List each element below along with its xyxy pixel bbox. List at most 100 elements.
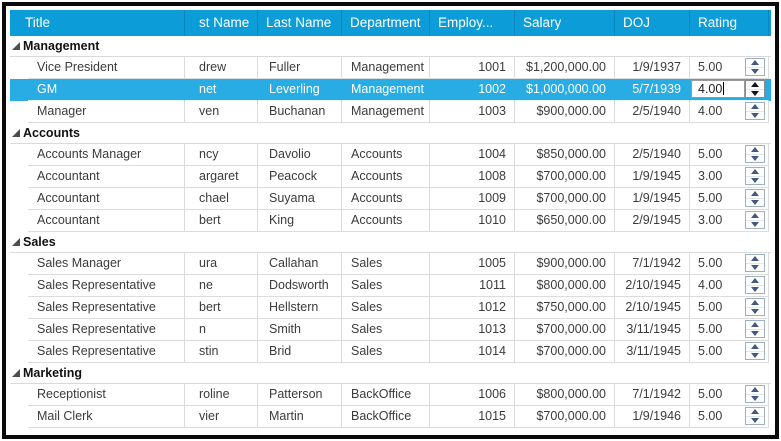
spinner-up-button[interactable] (746, 168, 764, 176)
cell-rating[interactable]: 5.00 (690, 188, 769, 210)
cell-doj[interactable]: 2/5/1940 (615, 144, 690, 166)
table-row[interactable]: Sales Representative n Smith Sales 1013 $700,… (10, 319, 771, 341)
cell-employee-id[interactable]: 1005 (430, 253, 515, 275)
cell-title[interactable]: Sales Representative (28, 275, 185, 297)
cell-employee-id[interactable]: 1014 (430, 341, 515, 363)
group-expander-icon[interactable] (12, 41, 20, 50)
table-row[interactable]: Sales Manager ura Callahan Sales 1005 $900,00… (10, 253, 771, 275)
spinner-down-button[interactable] (746, 306, 764, 316)
column-header-rating[interactable]: Rating (690, 10, 769, 36)
cell-doj[interactable]: 1/9/1946 (615, 406, 690, 428)
spinner-down-button[interactable] (746, 393, 764, 403)
column-header-department[interactable]: Department (342, 10, 430, 36)
cell-salary[interactable]: $700,000.00 (515, 319, 615, 341)
cell-first-name[interactable]: bert (185, 297, 258, 319)
table-row[interactable]: Receptionist roline Patterson BackOffice 100… (10, 384, 771, 406)
cell-first-name[interactable]: roline (185, 384, 258, 406)
cell-department[interactable]: Sales (342, 341, 430, 363)
next-column-fragment[interactable] (769, 10, 771, 36)
column-header-employee-id[interactable]: Employ... (430, 10, 515, 36)
cell-department[interactable]: Management (342, 101, 430, 123)
table-row[interactable]: GM net Leverling Management 1002 $1,000,000.0… (10, 79, 771, 101)
cell-last-name[interactable]: Patterson (258, 384, 342, 406)
cell-department[interactable]: Sales (342, 253, 430, 275)
cell-title[interactable]: Accounts Manager (28, 144, 185, 166)
group-row-marketing[interactable]: Marketing (10, 363, 771, 384)
cell-rating[interactable]: 3.00 (690, 210, 769, 232)
cell-last-name[interactable]: Martin (258, 406, 342, 428)
cell-first-name[interactable]: ura (185, 253, 258, 275)
spinner-down-button[interactable] (746, 350, 764, 360)
cell-rating[interactable]: 5.00 (690, 57, 769, 79)
spinner-down-button[interactable] (746, 262, 764, 272)
group-row-accounts[interactable]: Accounts (10, 123, 771, 144)
spinner-up-button[interactable] (746, 299, 764, 307)
table-row[interactable]: Mail Clerk vier Martin BackOffice 1015 $700,0… (10, 406, 771, 428)
cell-title[interactable]: Sales Representative (28, 341, 185, 363)
column-header-salary[interactable]: Salary (515, 10, 615, 36)
cell-salary[interactable]: $700,000.00 (515, 406, 615, 428)
cell-department[interactable]: Sales (342, 297, 430, 319)
cell-first-name[interactable]: argaret (185, 166, 258, 188)
spinner-up-button[interactable] (746, 190, 764, 198)
group-expander-icon[interactable] (12, 237, 20, 246)
cell-title[interactable]: Sales Representative (28, 297, 185, 319)
cell-employee-id[interactable]: 1012 (430, 297, 515, 319)
cell-last-name[interactable]: Suyama (258, 188, 342, 210)
spinner-down-button[interactable] (746, 415, 764, 425)
spinner-down-button[interactable] (746, 66, 764, 76)
cell-first-name[interactable]: ne (185, 275, 258, 297)
cell-department[interactable]: Accounts (342, 210, 430, 232)
cell-first-name[interactable]: vier (185, 406, 258, 428)
cell-department[interactable]: Sales (342, 319, 430, 341)
cell-last-name[interactable]: Brid (258, 341, 342, 363)
cell-employee-id[interactable]: 1009 (430, 188, 515, 210)
cell-last-name[interactable]: Smith (258, 319, 342, 341)
cell-salary[interactable]: $1,200,000.00 (515, 57, 615, 79)
rating-edit-input[interactable]: 4.00 (691, 80, 745, 98)
table-row[interactable]: Accountant argaret Peacock Accounts 1008 $700… (10, 166, 771, 188)
spinner-up-button[interactable] (746, 321, 764, 329)
cell-salary[interactable]: $650,000.00 (515, 210, 615, 232)
spinner-up-button[interactable] (746, 103, 764, 111)
cell-last-name[interactable]: Callahan (258, 253, 342, 275)
group-expander-icon[interactable] (12, 128, 20, 137)
cell-department[interactable]: Accounts (342, 188, 430, 210)
cell-doj[interactable]: 3/11/1945 (615, 319, 690, 341)
cell-salary[interactable]: $850,000.00 (515, 144, 615, 166)
cell-first-name[interactable]: bert (185, 210, 258, 232)
cell-first-name[interactable]: stin (185, 341, 258, 363)
cell-last-name[interactable]: Davolio (258, 144, 342, 166)
group-expander-icon[interactable] (12, 368, 20, 377)
cell-title[interactable]: Vice President (28, 57, 185, 79)
cell-employee-id[interactable]: 1003 (430, 101, 515, 123)
cell-last-name[interactable]: Dodsworth (258, 275, 342, 297)
table-row[interactable]: Sales Representative stin Brid Sales 1014 $70… (10, 341, 771, 363)
cell-rating[interactable]: 5.00 (690, 253, 769, 275)
cell-title[interactable]: GM (28, 79, 185, 101)
cell-rating[interactable]: 5.00 (690, 384, 769, 406)
cell-doj[interactable]: 2/9/1945 (615, 210, 690, 232)
spinner-down-button[interactable] (746, 328, 764, 338)
group-row-management[interactable]: Management (10, 36, 771, 57)
cell-employee-id[interactable]: 1011 (430, 275, 515, 297)
table-row[interactable]: Accounts Manager ncy Davolio Accounts 1004 $8… (10, 144, 771, 166)
cell-rating[interactable]: 5.00 (690, 297, 769, 319)
cell-doj[interactable]: 7/1/1942 (615, 253, 690, 275)
column-header-title[interactable]: Title (10, 10, 185, 36)
cell-first-name[interactable]: n (185, 319, 258, 341)
spinner-up-button[interactable] (746, 343, 764, 351)
cell-salary[interactable]: $700,000.00 (515, 341, 615, 363)
table-row[interactable]: Sales Representative bert Hellstern Sales 10… (10, 297, 771, 319)
cell-salary[interactable]: $800,000.00 (515, 275, 615, 297)
cell-last-name[interactable]: Leverling (258, 79, 342, 101)
cell-first-name[interactable]: ncy (185, 144, 258, 166)
cell-rating[interactable]: 5.00 (690, 144, 769, 166)
table-row[interactable]: Manager ven Buchanan Management 1003 $900,000… (10, 101, 771, 123)
cell-doj[interactable]: 1/9/1945 (615, 188, 690, 210)
spinner-up-button[interactable] (746, 386, 764, 394)
cell-doj[interactable]: 2/5/1940 (615, 101, 690, 123)
cell-department[interactable]: Management (342, 79, 430, 101)
cell-title[interactable]: Manager (28, 101, 185, 123)
cell-doj[interactable]: 2/10/1945 (615, 275, 690, 297)
